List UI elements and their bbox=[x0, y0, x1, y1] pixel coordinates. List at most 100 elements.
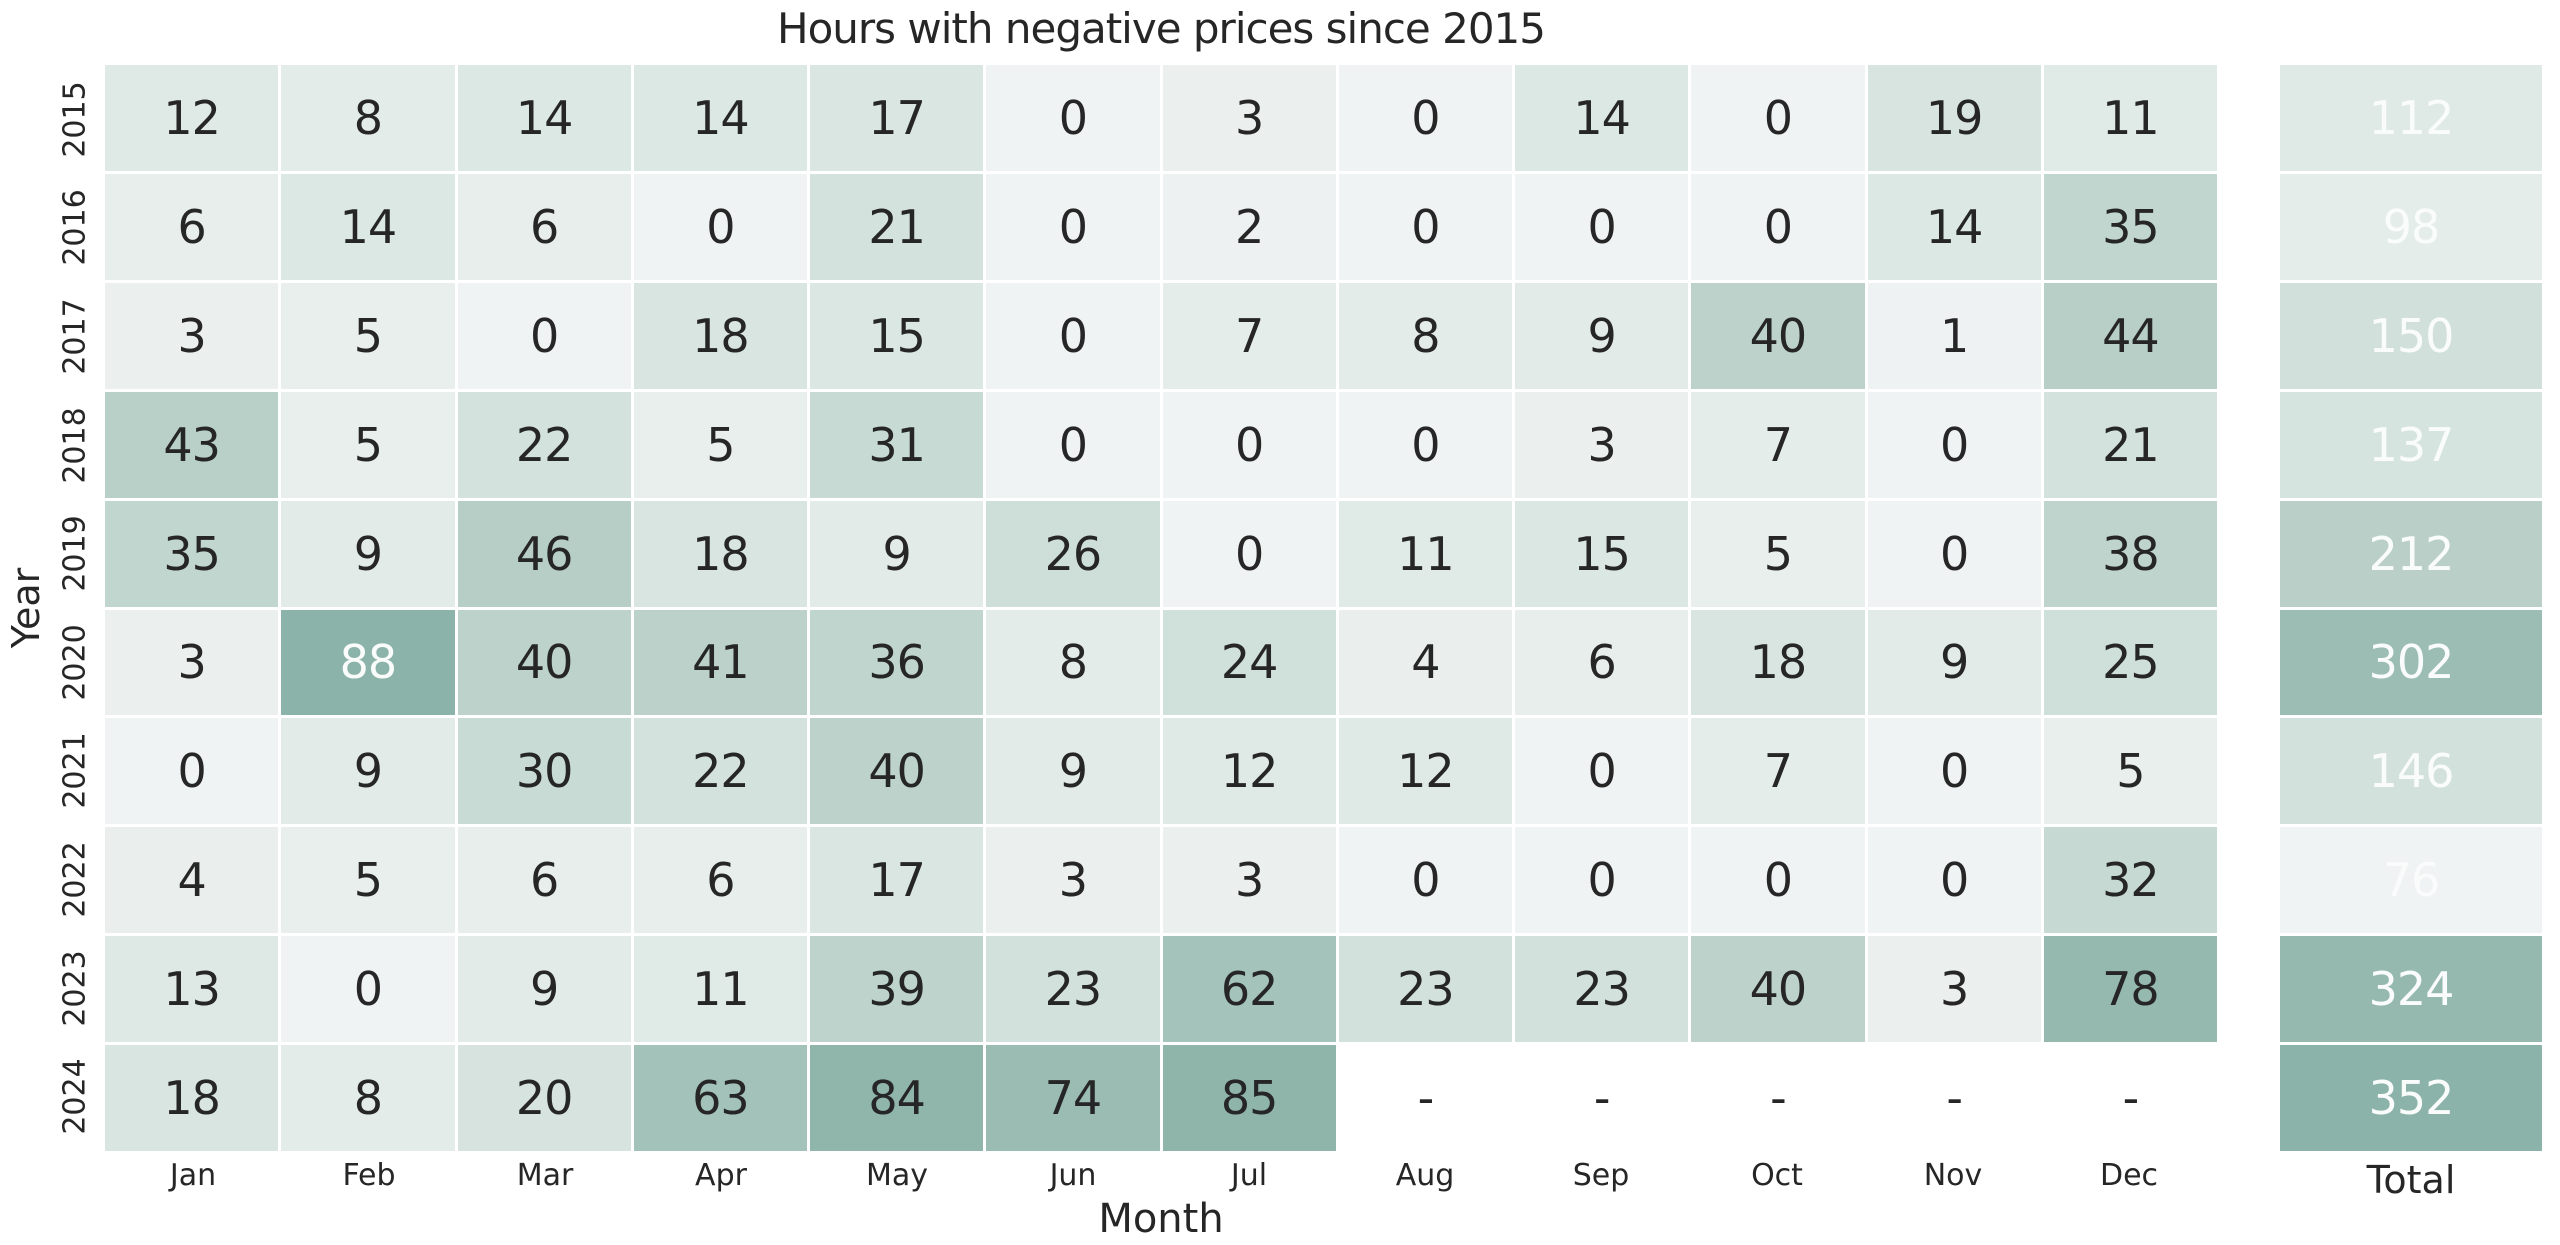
heatmap-cell-2020-Mar: 40 bbox=[457, 609, 631, 716]
heatmap-cell-2022-Apr: 6 bbox=[633, 827, 807, 934]
heatmap-cell-2018-Aug: 0 bbox=[1338, 391, 1512, 498]
y-tick-label: 2021 bbox=[57, 732, 93, 810]
heatmap-cell-2021-Dec: 5 bbox=[2043, 718, 2217, 825]
heatmap-cell-2018-Apr: 5 bbox=[633, 391, 807, 498]
heatmap-cell-2015-Nov: 19 bbox=[1867, 65, 2041, 171]
x-tick-Feb: Feb bbox=[342, 1158, 396, 1193]
y-tick-label: 2017 bbox=[57, 298, 93, 375]
heatmap-cell-2023-Jul: 62 bbox=[1162, 936, 1336, 1043]
total-column: 112 98 150 137 212 302 146 76 324 352 bbox=[2280, 65, 2542, 1151]
heatmap-cell-2017-Apr: 18 bbox=[633, 282, 807, 389]
heatmap-cell-2017-Dec: 44 bbox=[2043, 282, 2217, 389]
heatmap-cell-2021-Jun: 9 bbox=[986, 718, 1160, 825]
heatmap-cell-2023-Oct: 40 bbox=[1691, 936, 1865, 1043]
heatmap-cell-2017-Jan: 3 bbox=[105, 282, 279, 389]
heatmap-cell-2018-May: 31 bbox=[810, 391, 984, 498]
heatmap-cell-2021-May: 40 bbox=[810, 718, 984, 825]
heatmap-cell-2020-Feb: 88 bbox=[281, 609, 455, 716]
heatmap-cell-2016-Nov: 14 bbox=[1867, 173, 2041, 280]
heatmap-cell-2018-Oct: 7 bbox=[1691, 391, 1865, 498]
heatmap-cell-2015-Aug: 0 bbox=[1338, 65, 1512, 171]
y-tick-2024: 2024 bbox=[50, 1042, 100, 1151]
y-tick-label: 2023 bbox=[57, 949, 93, 1027]
heatmap-cell-2022-Nov: 0 bbox=[1867, 827, 2041, 934]
heatmap-cell-2023-Feb: 0 bbox=[281, 936, 455, 1043]
heatmap-cell-2017-Oct: 40 bbox=[1691, 282, 1865, 389]
y-tick-2022: 2022 bbox=[50, 825, 100, 934]
heatmap-cell-2017-Aug: 8 bbox=[1338, 282, 1512, 389]
heatmap-cell-2021-Jan: 0 bbox=[105, 718, 279, 825]
heatmap-cell-2019-May: 9 bbox=[810, 500, 984, 607]
heatmap-cell-2016-May: 21 bbox=[810, 173, 984, 280]
heatmap-cell-2017-Jun: 0 bbox=[986, 282, 1160, 389]
heatmap-cell-2019-Jan: 35 bbox=[105, 500, 279, 607]
heatmap-cell-2022-Mar: 6 bbox=[457, 827, 631, 934]
heatmap-cell-2020-Jun: 8 bbox=[986, 609, 1160, 716]
heatmap-cell-2019-Aug: 11 bbox=[1338, 500, 1512, 607]
total-cell-2018: 137 bbox=[2280, 391, 2542, 498]
heatmap-cell-2021-Jul: 12 bbox=[1162, 718, 1336, 825]
heatmap-cell-2024-Mar: 20 bbox=[457, 1045, 631, 1151]
heatmap-cell-2020-Sep: 6 bbox=[1515, 609, 1689, 716]
y-tick-2018: 2018 bbox=[50, 391, 100, 500]
heatmap-cell-2023-Jan: 13 bbox=[105, 936, 279, 1043]
heatmap-cell-2024-May: 84 bbox=[810, 1045, 984, 1151]
total-cell-2022: 76 bbox=[2280, 827, 2542, 934]
heatmap-cell-2019-Sep: 15 bbox=[1515, 500, 1689, 607]
x-tick-Apr: Apr bbox=[695, 1158, 747, 1193]
total-cell-2019: 212 bbox=[2280, 500, 2542, 607]
heatmap-cell-2016-Sep: 0 bbox=[1515, 173, 1689, 280]
heatmap-cell-2023-Nov: 3 bbox=[1867, 936, 2041, 1043]
heatmap-cell-2020-Oct: 18 bbox=[1691, 609, 1865, 716]
heatmap-cell-2016-Apr: 0 bbox=[633, 173, 807, 280]
heatmap-cell-2023-Sep: 23 bbox=[1515, 936, 1689, 1043]
heatmap-cell-2016-Jul: 2 bbox=[1162, 173, 1336, 280]
y-tick-2021: 2021 bbox=[50, 717, 100, 826]
heatmap-cell-2023-Dec: 78 bbox=[2043, 936, 2217, 1043]
heatmap-cell-2022-Jun: 3 bbox=[986, 827, 1160, 934]
y-tick-2017: 2017 bbox=[50, 282, 100, 391]
y-tick-label: 2024 bbox=[57, 1058, 93, 1135]
heatmap-cell-2022-May: 17 bbox=[810, 827, 984, 934]
heatmap-cell-2016-Aug: 0 bbox=[1338, 173, 1512, 280]
heatmap-cell-2022-Jul: 3 bbox=[1162, 827, 1336, 934]
x-tick-Mar: Mar bbox=[516, 1158, 574, 1193]
x-axis-ticks: Jan Feb Mar Apr May Jun Jul Aug Sep Oct Nov Dec bbox=[105, 1158, 2217, 1193]
heatmap-cell-2018-Feb: 5 bbox=[281, 391, 455, 498]
heatmap-cell-2016-Jan: 6 bbox=[105, 173, 279, 280]
heatmap-cell-2022-Sep: 0 bbox=[1515, 827, 1689, 934]
heatmap-cell-2020-Nov: 9 bbox=[1867, 609, 2041, 716]
total-cell-2021: 146 bbox=[2280, 718, 2542, 825]
x-tick-May: May bbox=[865, 1158, 929, 1193]
heatmap-cell-2018-Jan: 43 bbox=[105, 391, 279, 498]
y-tick-label: 2020 bbox=[57, 624, 93, 701]
heatmap-cell-2018-Jul: 0 bbox=[1162, 391, 1336, 498]
y-tick-label: 2015 bbox=[57, 81, 93, 158]
x-tick-Nov: Nov bbox=[1923, 1158, 1983, 1193]
y-tick-label: 2018 bbox=[57, 406, 93, 484]
heatmap-cell-2024-Jul: 85 bbox=[1162, 1045, 1336, 1151]
heatmap-cell-2021-Aug: 12 bbox=[1338, 718, 1512, 825]
heatmap-cell-2023-Jun: 23 bbox=[986, 936, 1160, 1043]
heatmap-cell-2017-Nov: 1 bbox=[1867, 282, 2041, 389]
chart-title: Hours with negative prices since 2015 bbox=[777, 4, 1546, 53]
heatmap-cell-2020-Jan: 3 bbox=[105, 609, 279, 716]
x-tick-Dec: Dec bbox=[2099, 1158, 2159, 1193]
heatmap-cell-2018-Nov: 0 bbox=[1867, 391, 2041, 498]
total-column-label: Total bbox=[2366, 1158, 2456, 1202]
total-cell-2016: 98 bbox=[2280, 173, 2542, 280]
heatmap-cell-2024-Jan: 18 bbox=[105, 1045, 279, 1151]
total-cell-2024: 352 bbox=[2280, 1045, 2542, 1151]
total-cell-2023: 324 bbox=[2280, 936, 2542, 1043]
x-tick-Jun: Jun bbox=[1049, 1158, 1097, 1193]
heatmap-cell-2015-Jul: 3 bbox=[1162, 65, 1336, 171]
heatmap-cell-2017-Sep: 9 bbox=[1515, 282, 1689, 389]
heatmap-cell-2022-Feb: 5 bbox=[281, 827, 455, 934]
heatmap-cell-2019-Jun: 26 bbox=[986, 500, 1160, 607]
heatmap-cell-2016-Oct: 0 bbox=[1691, 173, 1865, 280]
heatmap-cell-2021-Apr: 22 bbox=[633, 718, 807, 825]
x-tick-Oct: Oct bbox=[1751, 1158, 1803, 1193]
heatmap-cell-2015-Mar: 14 bbox=[457, 65, 631, 171]
x-axis-label: Month bbox=[1098, 1196, 1224, 1242]
heatmap-cell-2022-Oct: 0 bbox=[1691, 827, 1865, 934]
